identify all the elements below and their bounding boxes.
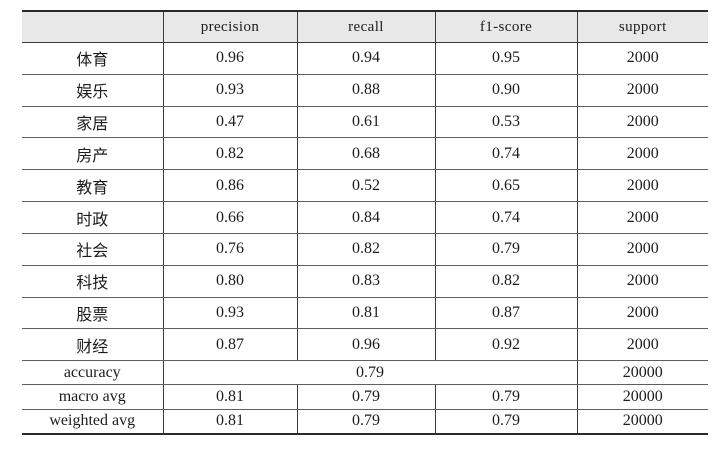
row-label: 家居 <box>22 106 163 139</box>
table-cell: 0.81 <box>162 409 297 434</box>
table-cell: 0.93 <box>162 297 297 330</box>
table-cell: 0.95 <box>434 42 577 75</box>
table-cell: 2000 <box>576 201 708 234</box>
table-cell: 0.79 <box>434 233 577 266</box>
table-cell: 0.80 <box>162 265 297 298</box>
table-cell: 0.90 <box>434 74 577 107</box>
row-label: weighted avg <box>49 412 136 430</box>
accuracy-merged-cell: 0.79 <box>162 360 577 386</box>
table-cell: 2000 <box>576 265 708 298</box>
table-cell: 0.61 <box>296 106 435 139</box>
column-header-blank <box>22 11 163 43</box>
table-cell: 0.74 <box>434 137 577 171</box>
table-cell: 0.79 <box>434 409 577 434</box>
column-header-f1-score: f1-score <box>434 11 577 43</box>
table-cell: 2000 <box>576 137 708 171</box>
table-row: 家居 0.47 0.61 0.53 2000 <box>22 106 708 139</box>
table-cell: 0.52 <box>296 169 435 203</box>
table-cell: 0.81 <box>162 384 297 410</box>
table-cell: 0.79 <box>296 409 435 434</box>
table-cell: 0.94 <box>296 42 435 75</box>
row-label: macro avg <box>22 384 163 410</box>
table-cell: 0.82 <box>162 137 297 171</box>
macro-avg-row: macro avg 0.81 0.79 0.79 20000 <box>22 384 708 410</box>
table-cell: 0.82 <box>296 233 435 266</box>
table-cell: 0.53 <box>434 106 577 139</box>
table-cell: 0.84 <box>296 201 435 234</box>
table-cell: 2000 <box>576 42 708 75</box>
table-cell: 0.96 <box>162 42 297 75</box>
table-cell: 0.87 <box>434 297 577 330</box>
table-cell: 0.81 <box>296 297 435 330</box>
classification-report-table: precision recall f1-score support 体育 0.9… <box>22 10 708 435</box>
table-cell: 0.96 <box>296 328 435 362</box>
table-cell: 0.79 <box>434 384 577 410</box>
table-cell: 0.47 <box>162 106 297 139</box>
table-cell: 0.66 <box>162 201 297 234</box>
table-cell: 20000 <box>576 384 708 410</box>
table-cell: 20000 <box>576 360 708 386</box>
row-label: 娱乐 <box>22 74 163 107</box>
table-cell: 2000 <box>576 74 708 107</box>
table-row: 娱乐 0.93 0.88 0.90 2000 <box>22 74 708 107</box>
table-cell: 0.65 <box>434 169 577 203</box>
table-row: 体育 0.96 0.94 0.95 2000 <box>22 42 708 75</box>
column-header-recall: recall <box>296 11 435 43</box>
table-row: 科技 0.80 0.83 0.82 2000 <box>22 265 708 298</box>
table-cell: 0.88 <box>296 74 435 107</box>
table-cell: 0.87 <box>162 328 297 362</box>
table-row: 教育 0.86 0.52 0.65 2000 <box>22 169 708 203</box>
table-cell: 0.74 <box>434 201 577 234</box>
row-label: 时政 <box>22 201 163 234</box>
table-cell: 2000 <box>576 106 708 139</box>
weighted-avg-row: weighted avg 0.81 0.79 0.79 20000 <box>22 409 708 434</box>
row-label: 科技 <box>22 265 163 298</box>
row-label: 股票 <box>22 297 163 330</box>
table-row: 财经 0.87 0.96 0.92 2000 <box>22 328 708 362</box>
accuracy-row: accuracy 0.79 20000 <box>22 360 708 386</box>
table-row: 股票 0.93 0.81 0.87 2000 <box>22 297 708 330</box>
table-cell: 0.93 <box>162 74 297 107</box>
column-header-support: support <box>576 11 708 43</box>
table-cell: 0.83 <box>296 265 435 298</box>
table-cell: 0.86 <box>162 169 297 203</box>
table-row: 社会 0.76 0.82 0.79 2000 <box>22 233 708 266</box>
table-row: 房产 0.82 0.68 0.74 2000 <box>22 137 708 171</box>
table-cell: 2000 <box>576 169 708 203</box>
row-label: 财经 <box>22 328 163 362</box>
row-label: 社会 <box>22 233 163 266</box>
table-cell: 0.68 <box>296 137 435 171</box>
table-cell: 0.82 <box>434 265 577 298</box>
row-label: 教育 <box>22 169 163 203</box>
row-label: 体育 <box>22 42 163 75</box>
table-cell: 2000 <box>576 233 708 266</box>
table-row: 时政 0.66 0.84 0.74 2000 <box>22 201 708 234</box>
table-cell: 0.79 <box>296 384 435 410</box>
column-header-precision: precision <box>162 11 297 43</box>
row-label: 房产 <box>22 137 163 171</box>
table-cell: 2000 <box>576 328 708 362</box>
header-row: precision recall f1-score support <box>22 11 708 43</box>
row-label: accuracy <box>22 360 163 386</box>
table-cell: 0.76 <box>162 233 297 266</box>
table-cell: 2000 <box>576 297 708 330</box>
table-cell: 0.92 <box>434 328 577 362</box>
table-cell: 20000 <box>576 409 708 434</box>
